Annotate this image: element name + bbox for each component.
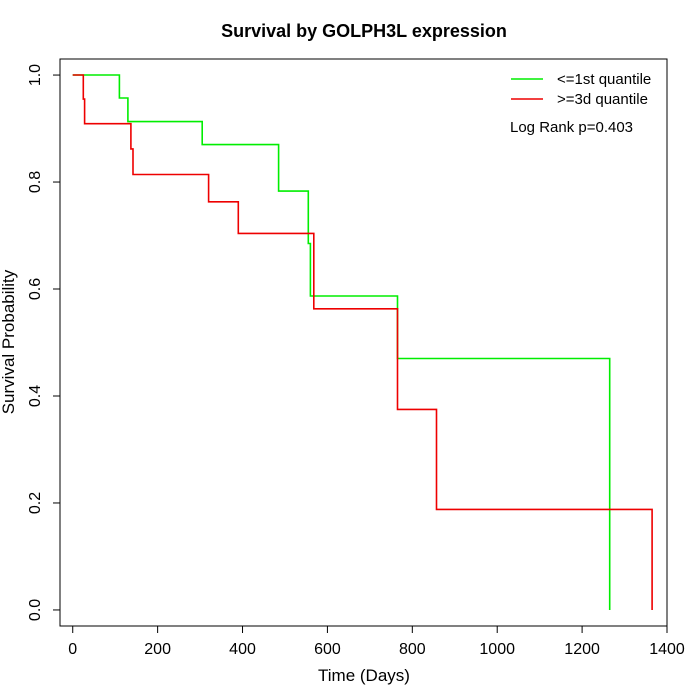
x-tick-label: 1000: [479, 641, 515, 658]
series-line-2: [72, 74, 653, 610]
x-tick-label: 800: [399, 641, 426, 658]
y-tick-label: 0.2: [27, 492, 44, 514]
x-tick-label: 400: [229, 641, 256, 658]
y-tick-label: 0.4: [27, 385, 44, 407]
log-rank-annotation: Log Rank p=0.403: [510, 119, 633, 136]
x-axis: 0 200 400 600 800 1000 1200 1400: [68, 625, 685, 658]
plot-frame: [59, 58, 668, 627]
y-axis: 0.0 0.2 0.4 0.6 0.8 1.0: [27, 64, 61, 621]
y-tick-label: 0.0: [27, 599, 44, 621]
y-tick-label: 1.0: [27, 64, 44, 86]
x-tick-label: 0: [68, 641, 77, 658]
legend-label-1: <=1st quantile: [557, 71, 651, 88]
x-tick-label: 1400: [649, 641, 685, 658]
y-tick-label: 0.6: [27, 278, 44, 300]
legend: <=1st quantile >=3d quantile: [511, 71, 651, 108]
y-tick-label: 0.8: [27, 171, 44, 193]
chart-title: Survival by GOLPH3L expression: [221, 21, 507, 41]
x-tick-label: 600: [314, 641, 341, 658]
legend-label-2: >=3d quantile: [557, 91, 648, 108]
x-axis-label: Time (Days): [318, 666, 410, 685]
y-axis-label: Survival Probability: [0, 269, 18, 414]
x-tick-label: 1200: [564, 641, 600, 658]
series-line-1: [72, 74, 611, 610]
series-layer: [72, 74, 653, 610]
x-tick-label: 200: [144, 641, 171, 658]
